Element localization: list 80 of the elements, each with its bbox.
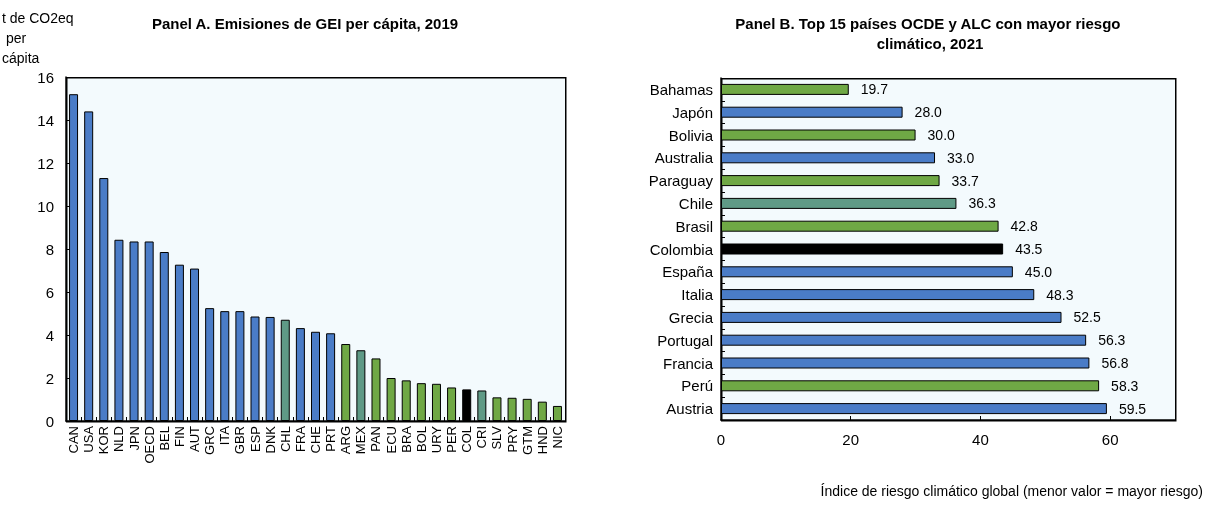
x-tick-label: CAN [66,426,82,454]
x-tick-label: BEL [156,426,172,451]
x-tick-label: AUT [187,425,203,452]
x-tick-label: JPN [126,426,142,451]
data-label: 45.0 [1024,263,1053,280]
x-tick-label: GBR [232,426,248,455]
x-tick-label: CHE [308,425,323,454]
x-tick-label: CHL [277,426,293,453]
x-tick-label: OECD [141,426,157,464]
x-tick-label: ITA [217,425,233,446]
y-tick-label: Bolivia [668,126,714,144]
data-label: 42.8 [1010,218,1039,235]
x-tick-label: USA [81,425,97,453]
x-tick-label: ESP [247,426,263,453]
x-tick-label: URY [428,425,444,454]
data-label: 33.7 [951,172,980,189]
x-tick-label: ARG [338,426,354,455]
x-tick-label: 60 [1101,431,1119,448]
y-tick-label: Portugal [657,331,713,349]
y-tick-label: Chile [678,194,713,212]
y-tick-label: Japón [672,103,713,121]
x-tick-label: GRC [202,426,218,455]
chart-title: Panel B. Top 15 países OCDE y ALC con mayor riesgo climático, 2021 [735,14,1125,52]
y-tick-label: 6 [45,283,54,301]
x-tick-label: NIC [549,426,565,449]
x-tick-label: PRY [504,425,520,453]
x-tick-label: CRI [474,426,490,449]
x-tick-label: DNK [262,425,278,454]
data-label: 33.0 [947,149,975,166]
y-tick-label: Paraguay [648,172,714,190]
y-tick-label: 4 [45,326,54,344]
y-tick-label: 2 [45,369,54,387]
x-tick-label: 40 [972,431,989,448]
x-tick-label: COL [459,426,475,453]
y-tick-label: Francia [662,354,714,372]
data-label: 56.3 [1098,332,1126,349]
data-label: 58.3 [1111,377,1139,394]
x-tick-label: SLV [489,425,505,450]
y-tick-label: Italia [681,286,714,304]
x-tick-label: NLD [111,426,127,453]
x-tick-label: PER [444,426,460,453]
data-label: 48.3 [1046,286,1074,303]
x-tick-label: ECU [383,426,399,454]
x-tick-label: GTM [519,426,535,455]
x-tick-label: 0 [716,431,726,448]
data-label: 56.8 [1101,355,1129,371]
x-tick-label: HND [534,426,550,455]
y-tick-label: 12 [37,154,54,172]
x-tick-label: 20 [842,431,860,448]
y-tick-label: 16 [37,68,54,86]
y-tick-label: Bahamas [649,80,713,98]
data-label: 52.5 [1073,309,1101,326]
data-label: 59.5 [1118,400,1147,417]
x-axis-title: Índice de riesgo climático global (menor valor = mayor riesgo) [820,483,1204,499]
y-tick-label: 8 [45,240,54,258]
y-tick-label: España [662,263,714,281]
chart-title: Panel A. Emisiones de GEI per cápita, 2019 [151,14,459,32]
data-label: 43.5 [1015,241,1043,257]
data-label: 30.0 [927,127,956,143]
y-tick-label: Austria [666,400,714,418]
y-tick-label: Australia [654,149,714,167]
y-tick-label: 0 [45,412,54,430]
y-tick-label: Colombia [649,240,714,258]
x-tick-label: PAN [368,426,384,452]
x-tick-label: FRA [292,425,308,452]
y-axis-title: t de CO2eq per cápita [2,10,74,66]
data-label: 36.3 [968,195,996,212]
x-tick-label: KOR [96,426,112,455]
y-tick-label: Perú [681,377,713,395]
x-tick-label: BRA [398,425,414,453]
x-tick-label: PRT [323,425,339,452]
x-tick-label: MEX [353,425,369,455]
data-label: 19.7 [860,81,889,98]
y-tick-label: Grecia [668,308,714,326]
x-tick-label: FIN [171,426,187,447]
y-tick-label: 10 [37,197,54,215]
y-tick-label: Brasil [675,217,713,235]
y-tick-label: 14 [37,111,54,129]
x-tick-label: BOL [413,426,429,453]
data-label: 28.0 [914,104,943,121]
